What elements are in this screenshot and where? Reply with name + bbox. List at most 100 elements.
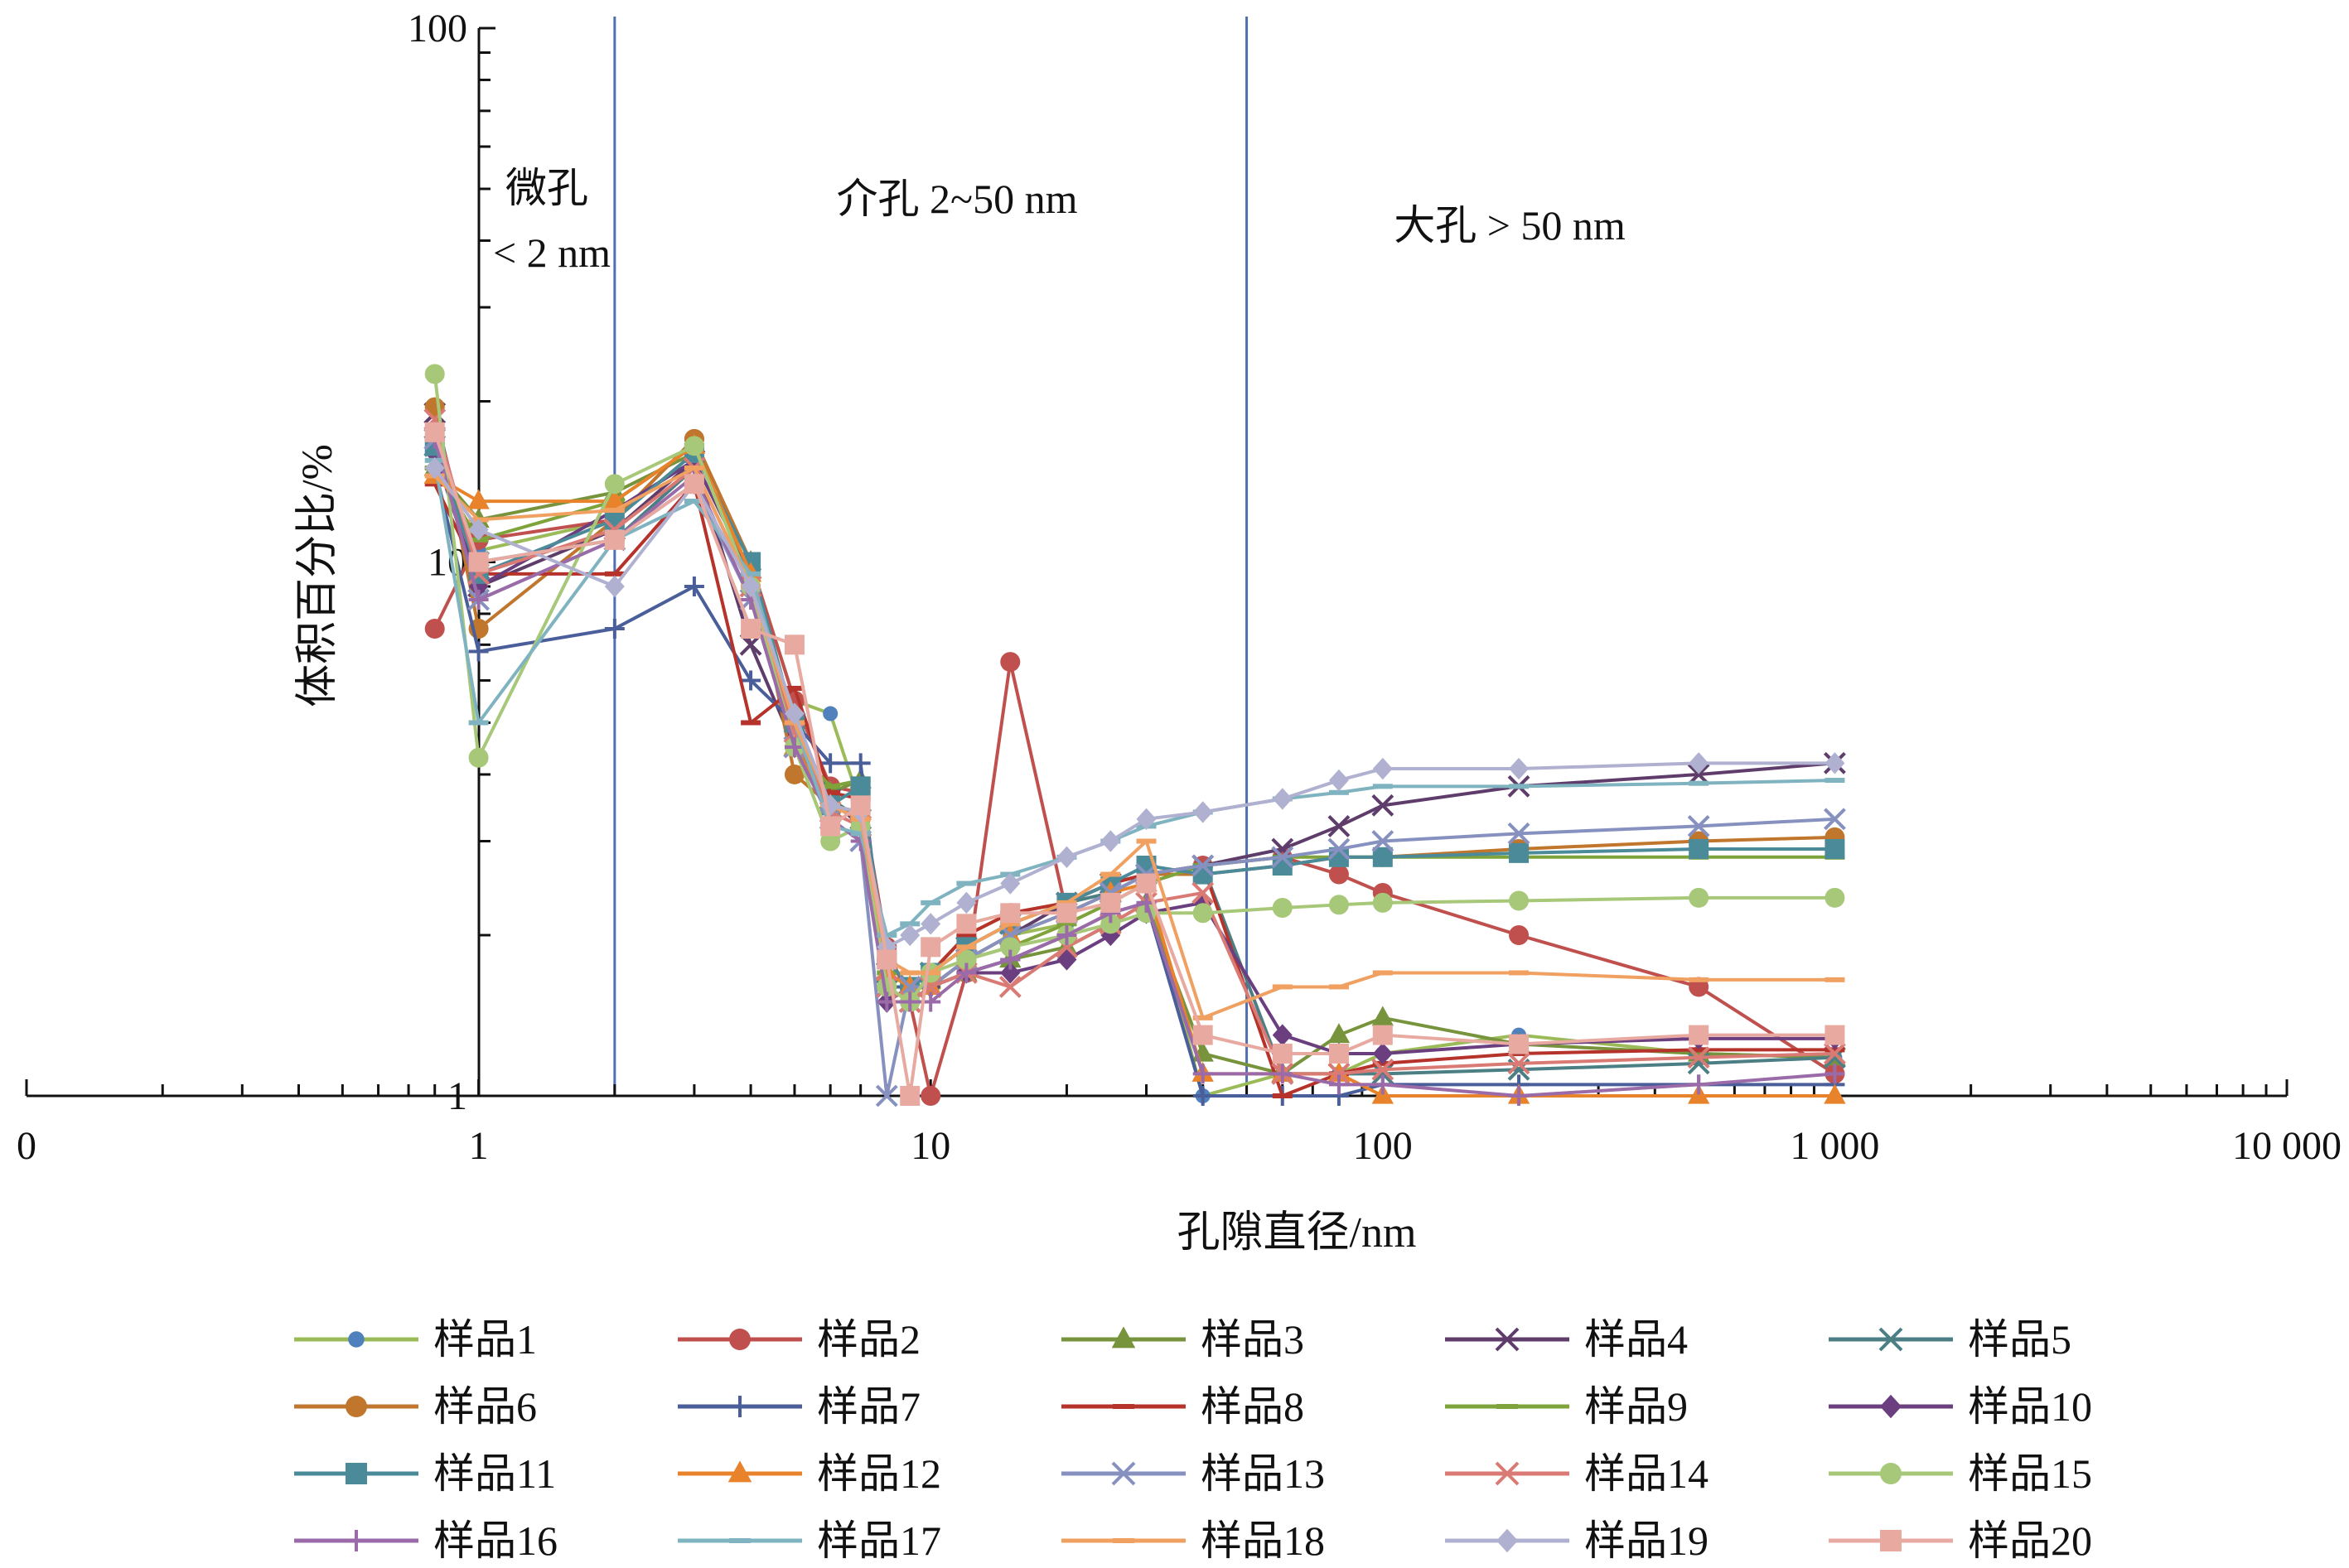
- data-point: [1496, 1528, 1518, 1553]
- series-3: [423, 441, 1846, 1082]
- data-point: [1825, 838, 1845, 859]
- data-point: [1192, 1025, 1213, 1045]
- data-point: [1496, 1404, 1518, 1409]
- data-point: [468, 519, 489, 541]
- data-point: [1327, 837, 1351, 861]
- data-point: [1272, 1064, 1293, 1084]
- data-point: [1372, 892, 1393, 913]
- data-point: [1509, 970, 1530, 976]
- data-point: [1689, 1025, 1709, 1045]
- series-15: [424, 364, 1845, 1012]
- data-point: [1689, 752, 1709, 774]
- region-boundary-lines: [613, 17, 1249, 1096]
- data-point: [956, 932, 977, 938]
- data-point: [921, 913, 941, 935]
- data-point: [900, 921, 921, 927]
- data-point: [741, 670, 761, 691]
- series-line: [433, 452, 1835, 1055]
- data-point: [1372, 1025, 1393, 1045]
- data-point: [1328, 1043, 1349, 1064]
- series-line: [433, 460, 1835, 937]
- data-point: [784, 702, 805, 725]
- data-point: [1328, 864, 1349, 885]
- data-point: [348, 1331, 365, 1348]
- legend-item: 样品12: [678, 1450, 941, 1497]
- data-point: [1825, 887, 1845, 908]
- data-point: [741, 619, 761, 639]
- data-point: [823, 706, 839, 721]
- data-point: [1509, 784, 1530, 789]
- series-17: [424, 457, 1845, 938]
- series-16: [424, 428, 1845, 1106]
- data-point: [1272, 984, 1293, 990]
- data-point: [468, 589, 489, 610]
- data-point: [921, 970, 941, 976]
- legend-label: 样品10: [1968, 1383, 2092, 1430]
- data-point: [1823, 1042, 1846, 1065]
- data-point: [468, 552, 489, 572]
- legend-item: 样品17: [678, 1517, 941, 1564]
- legend-item: 样品4: [1445, 1316, 1688, 1363]
- x-tick-label: 1: [469, 1124, 489, 1168]
- data-point: [468, 641, 489, 662]
- data-point: [468, 720, 489, 726]
- data-point: [1509, 757, 1530, 780]
- data-point: [346, 1463, 367, 1484]
- data-point: [1495, 1461, 1520, 1486]
- series-line: [433, 466, 1835, 1020]
- data-point: [1000, 903, 1021, 924]
- data-point: [604, 508, 625, 514]
- data-point: [1000, 937, 1021, 958]
- data-point: [684, 499, 704, 504]
- data-point: [1113, 1538, 1134, 1543]
- data-point: [468, 575, 489, 598]
- series-line: [433, 482, 1835, 1098]
- data-point: [900, 1086, 921, 1106]
- data-point: [467, 489, 490, 509]
- legend-item: 样品8: [1061, 1383, 1304, 1430]
- legend-item: 样品14: [1445, 1450, 1709, 1497]
- data-point: [1327, 1023, 1351, 1044]
- data-point: [424, 364, 445, 384]
- legend-label: 样品1: [433, 1316, 537, 1363]
- data-point: [1880, 1530, 1902, 1551]
- data-point: [1372, 970, 1393, 976]
- data-point: [921, 937, 941, 958]
- data-point: [346, 1396, 367, 1417]
- data-point: [741, 720, 761, 726]
- data-point: [784, 685, 805, 691]
- legend-item: 样品2: [678, 1316, 921, 1363]
- data-point: [1100, 924, 1121, 947]
- region-labels: 微孔 < 2 nm 介孔 2~50 nm 大孔 > 50 nm: [493, 165, 1626, 276]
- data-point: [1689, 1047, 1709, 1053]
- series-13: [423, 427, 1846, 1107]
- data-point: [1371, 1006, 1394, 1026]
- data-point: [1192, 903, 1213, 924]
- data-point: [1191, 854, 1215, 877]
- legend-item: 样品1: [294, 1316, 537, 1363]
- series-line: [433, 444, 1835, 1098]
- data-point: [921, 900, 941, 905]
- series-14: [423, 408, 1846, 1085]
- data-point: [1880, 1394, 1902, 1419]
- data-point: [1825, 778, 1845, 784]
- legend-label: 样品13: [1201, 1450, 1325, 1497]
- data-point: [729, 1329, 751, 1350]
- data-point: [1056, 948, 1077, 971]
- data-point: [1192, 1015, 1213, 1020]
- data-point: [1272, 788, 1293, 810]
- data-point: [1272, 898, 1293, 919]
- data-point: [1825, 1064, 1845, 1084]
- data-point: [1878, 1327, 1903, 1352]
- data-point: [1825, 1025, 1845, 1045]
- data-point: [1100, 914, 1121, 934]
- data-point: [727, 1460, 752, 1483]
- data-point: [820, 784, 841, 789]
- data-point: [900, 991, 921, 1012]
- data-point: [900, 924, 921, 947]
- data-point: [877, 932, 897, 938]
- data-point: [1689, 1074, 1709, 1095]
- data-point: [1371, 830, 1394, 852]
- data-point: [1056, 846, 1077, 869]
